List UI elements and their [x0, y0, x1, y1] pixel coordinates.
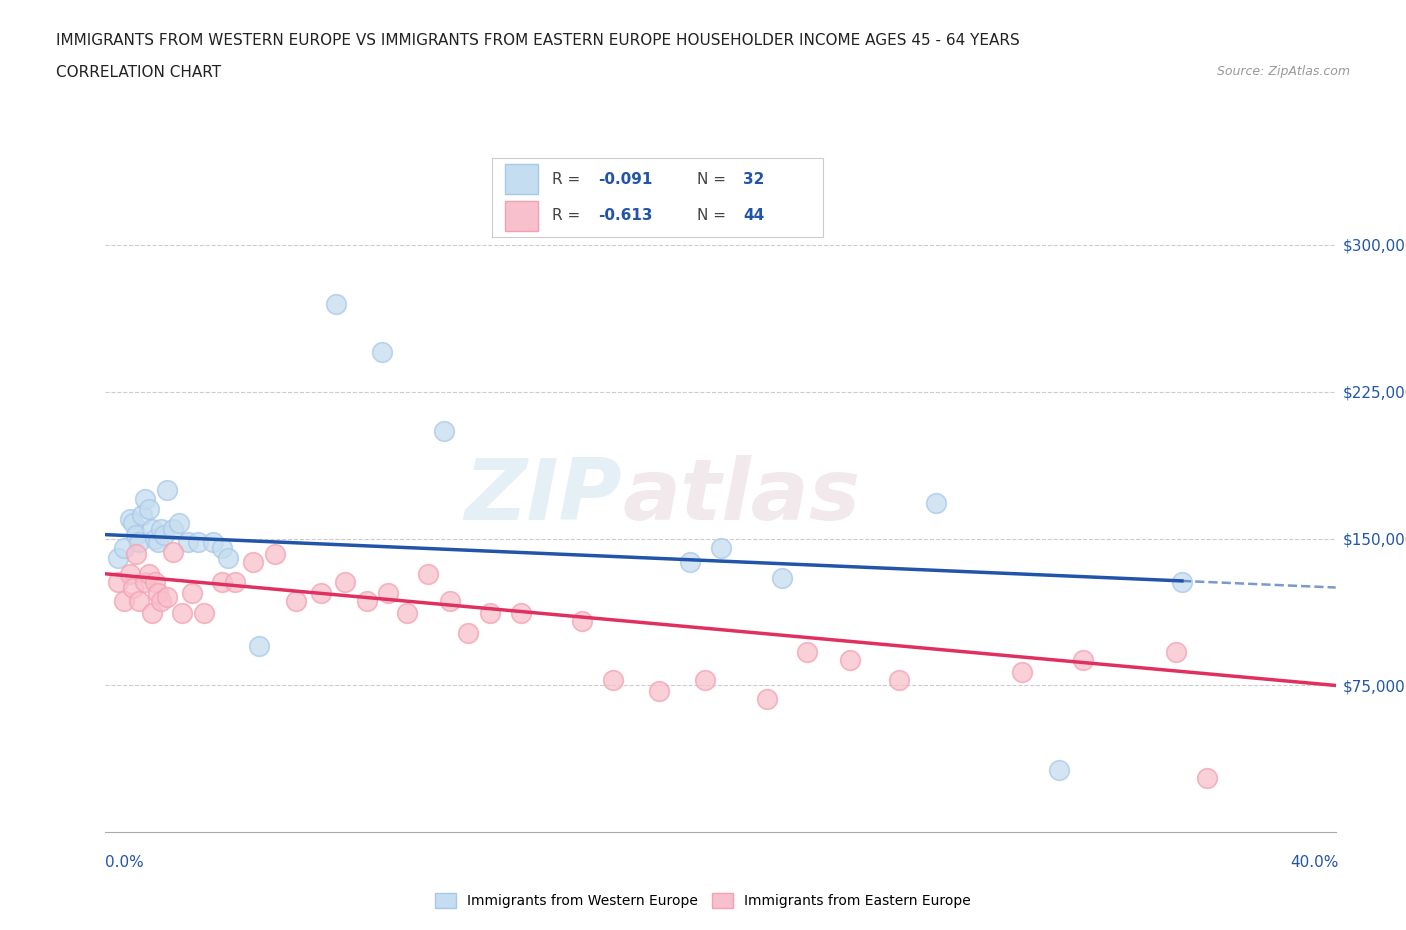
Point — [138, 566, 160, 581]
Point — [172, 605, 194, 620]
Point — [478, 605, 501, 620]
Point — [169, 515, 191, 530]
Point — [1195, 770, 1218, 785]
Point — [887, 672, 910, 687]
Point — [218, 551, 240, 565]
Text: CORRELATION CHART: CORRELATION CHART — [56, 65, 221, 80]
Point — [224, 574, 246, 589]
Point — [143, 531, 166, 546]
Point — [138, 502, 160, 517]
Point — [141, 522, 163, 537]
Point — [439, 593, 461, 608]
Point — [120, 566, 141, 581]
Point — [107, 551, 129, 565]
Point — [755, 692, 778, 707]
Text: 32: 32 — [744, 172, 765, 187]
Point — [120, 512, 141, 526]
Point — [134, 574, 156, 589]
Point — [571, 614, 593, 629]
Text: N =: N = — [697, 172, 731, 187]
Point — [418, 566, 440, 581]
Point — [128, 593, 150, 608]
Point — [162, 545, 184, 560]
Point — [695, 672, 717, 687]
Point — [1047, 763, 1070, 777]
Point — [371, 345, 394, 360]
Point — [187, 535, 209, 550]
Point — [796, 644, 818, 659]
Point — [335, 574, 357, 589]
Point — [925, 496, 948, 511]
Text: ZIP: ZIP — [464, 455, 621, 538]
Point — [143, 574, 166, 589]
Text: 0.0%: 0.0% — [105, 855, 145, 870]
FancyBboxPatch shape — [505, 164, 538, 193]
Point — [263, 547, 285, 562]
Text: Source: ZipAtlas.com: Source: ZipAtlas.com — [1216, 65, 1350, 78]
Point — [433, 423, 456, 438]
Point — [1011, 664, 1033, 679]
Point — [648, 684, 671, 698]
FancyBboxPatch shape — [505, 201, 538, 231]
Point — [156, 482, 179, 497]
Text: atlas: atlas — [621, 455, 860, 538]
Point — [131, 508, 153, 523]
Point — [602, 672, 624, 687]
Point — [141, 605, 163, 620]
Point — [710, 541, 733, 556]
Point — [125, 527, 148, 542]
Point — [162, 522, 184, 537]
Point — [149, 593, 172, 608]
Point — [457, 625, 479, 640]
Point — [153, 527, 176, 542]
Point — [679, 554, 702, 569]
Text: N =: N = — [697, 208, 731, 223]
Point — [202, 535, 225, 550]
Point — [1171, 574, 1194, 589]
Text: R =: R = — [551, 208, 585, 223]
Point — [146, 535, 169, 550]
Point — [125, 547, 148, 562]
Point — [112, 541, 135, 556]
Point — [122, 580, 145, 595]
Point — [149, 522, 172, 537]
Point — [107, 574, 129, 589]
Text: R =: R = — [551, 172, 585, 187]
Point — [325, 296, 347, 311]
Point — [356, 593, 378, 608]
Point — [395, 605, 418, 620]
Point — [193, 605, 215, 620]
Point — [146, 586, 169, 601]
Point — [1073, 653, 1095, 668]
Text: -0.091: -0.091 — [598, 172, 652, 187]
Point — [838, 653, 860, 668]
Point — [1164, 644, 1187, 659]
Text: 44: 44 — [744, 208, 765, 223]
Point — [180, 586, 202, 601]
Point — [242, 554, 264, 569]
Point — [509, 605, 531, 620]
Point — [309, 586, 332, 601]
Point — [134, 492, 156, 507]
Point — [177, 535, 200, 550]
Text: IMMIGRANTS FROM WESTERN EUROPE VS IMMIGRANTS FROM EASTERN EUROPE HOUSEHOLDER INC: IMMIGRANTS FROM WESTERN EUROPE VS IMMIGR… — [56, 33, 1019, 47]
Text: 40.0%: 40.0% — [1291, 855, 1339, 870]
Point — [770, 570, 793, 585]
Point — [211, 541, 233, 556]
Point — [128, 535, 150, 550]
Text: -0.613: -0.613 — [598, 208, 652, 223]
Point — [211, 574, 233, 589]
Point — [112, 593, 135, 608]
Point — [285, 593, 308, 608]
Point — [122, 515, 145, 530]
Legend: Immigrants from Western Europe, Immigrants from Eastern Europe: Immigrants from Western Europe, Immigran… — [430, 888, 976, 914]
Point — [156, 590, 179, 604]
Point — [377, 586, 399, 601]
Point — [247, 639, 270, 654]
